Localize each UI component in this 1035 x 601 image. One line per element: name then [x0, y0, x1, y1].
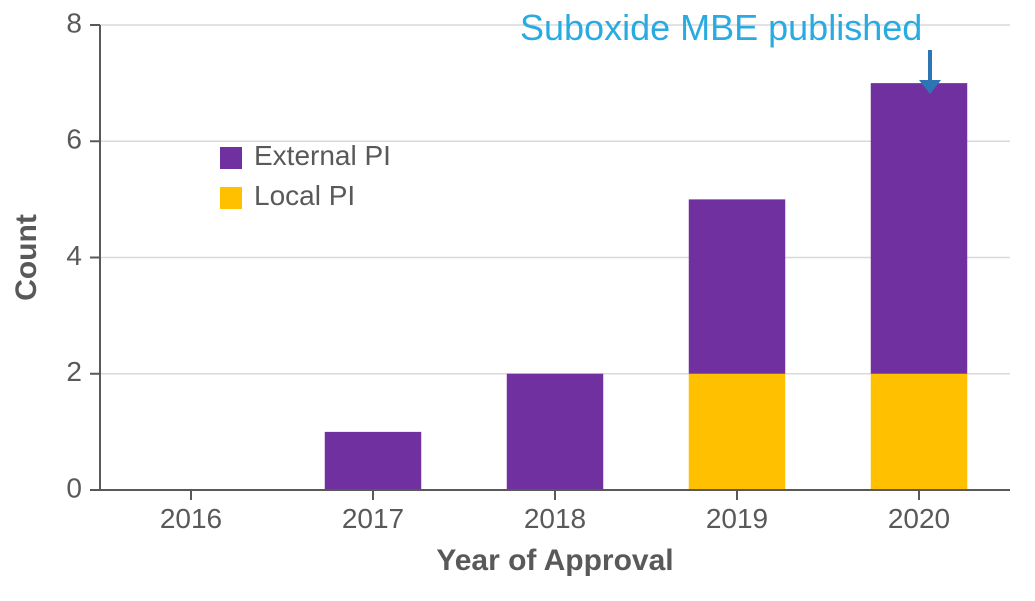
annotation-text: Suboxide MBE published: [520, 7, 922, 48]
x-tick-label: 2020: [888, 503, 950, 534]
bar-segment: [689, 199, 785, 373]
bar-segment: [871, 83, 967, 374]
y-tick-label: 2: [66, 356, 82, 387]
bar-segment: [689, 374, 785, 490]
legend-label: Local PI: [254, 180, 355, 211]
y-axis-title: Count: [10, 214, 43, 301]
bar-segment: [325, 432, 421, 490]
y-tick-label: 4: [66, 240, 82, 271]
stacked-bar-chart: 0 2 4 6 8 2016 2017 2018 2019 2020 Year of Approva…: [0, 0, 1035, 601]
legend-swatch: [220, 147, 242, 169]
x-tick-label: 2019: [706, 503, 768, 534]
y-tick-label: 0: [66, 472, 82, 503]
bar-segment: [507, 374, 603, 490]
legend-swatch: [220, 187, 242, 209]
x-tick-label: 2016: [160, 503, 222, 534]
y-tick-label: 8: [66, 7, 82, 38]
x-tick-label: 2017: [342, 503, 404, 534]
chart-container: 0 2 4 6 8 2016 2017 2018 2019 2020 Year of Approva…: [0, 0, 1035, 601]
bar-segment: [871, 374, 967, 490]
x-tick-label: 2018: [524, 503, 586, 534]
legend-label: External PI: [254, 140, 391, 171]
x-axis-title: Year of Approval: [436, 544, 673, 577]
y-tick-label: 6: [66, 124, 82, 155]
